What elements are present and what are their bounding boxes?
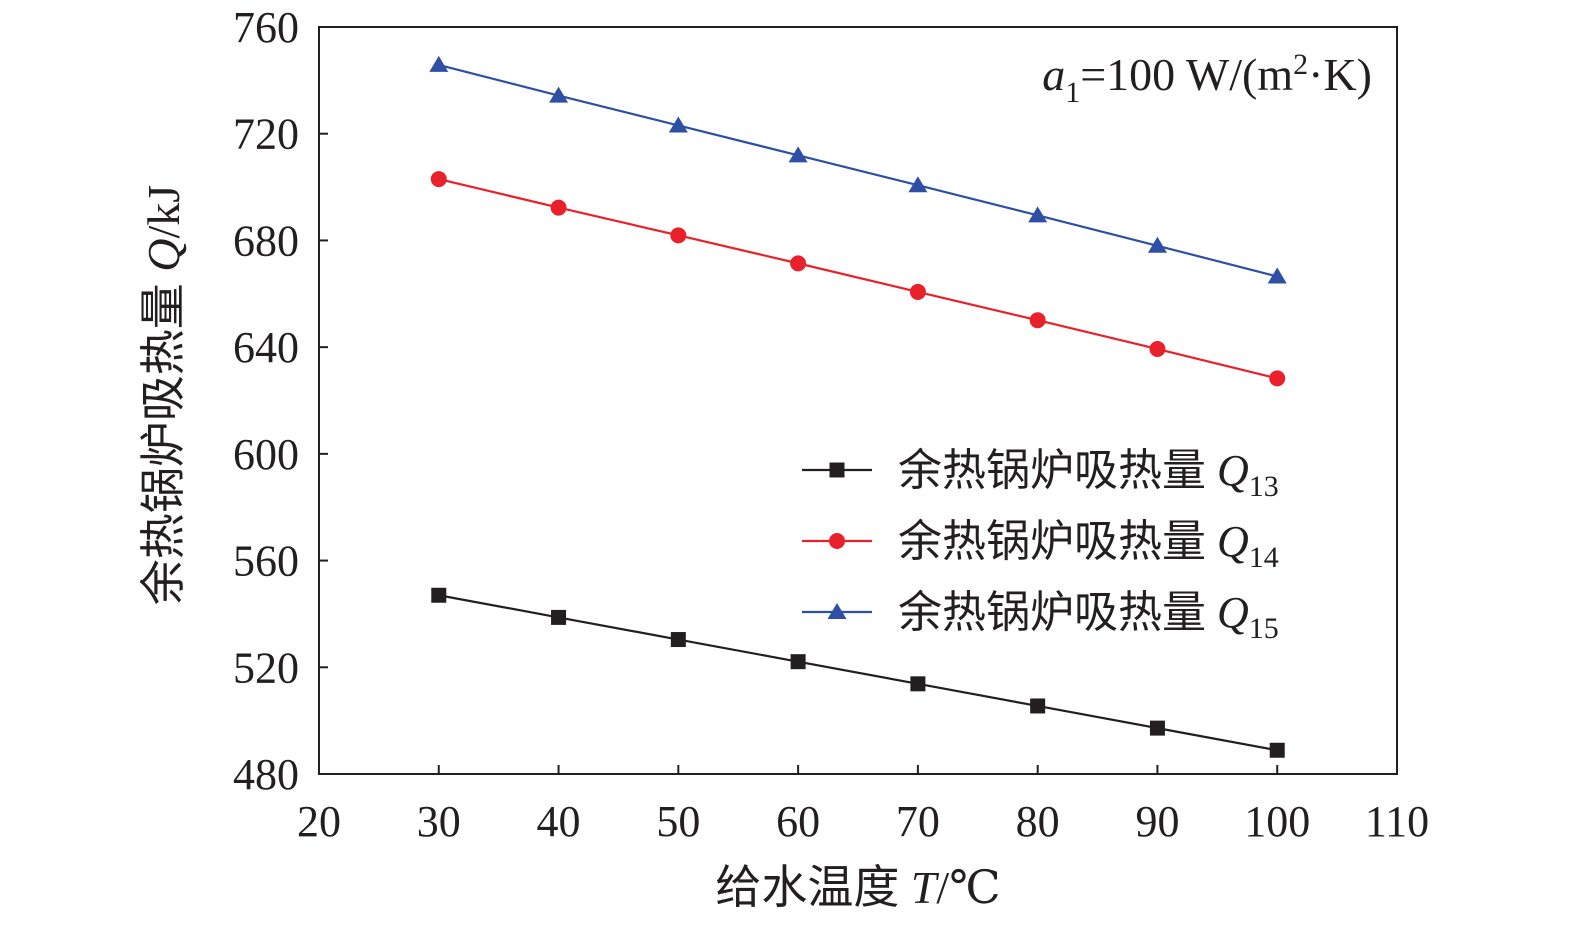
data-point-14-60	[790, 255, 807, 272]
annotation-superscript: 2	[1293, 48, 1308, 81]
y-axis-label: 余热锅炉吸热量 Q/kJ	[138, 185, 189, 605]
svg-text:余热锅炉吸热量 Q/kJ: 余热锅炉吸热量 Q/kJ	[138, 185, 189, 605]
data-point-15-30	[429, 55, 449, 72]
legend-marker-15	[827, 603, 847, 619]
x-tick-label-50: 50	[656, 797, 700, 846]
y-axis-label-symbol: Q	[138, 238, 189, 271]
parameter-annotation: a1=100 W/(m2·K)	[1042, 48, 1372, 109]
data-point-14-90	[1149, 341, 1166, 358]
data-point-13-70	[910, 676, 926, 692]
legend-label-13: 余热锅炉吸热量 Q13	[898, 446, 1279, 503]
legend-item-13: 余热锅炉吸热量 Q13	[802, 446, 1279, 503]
x-tick-label-20: 20	[297, 797, 341, 846]
x-axis-label: 给水温度 T/℃	[715, 862, 1000, 913]
legend: 余热锅炉吸热量 Q13 余热锅炉吸热量 Q14 余热锅炉吸热量 Q15	[802, 446, 1279, 645]
data-point-14-30	[430, 171, 447, 188]
data-point-14-50	[670, 227, 687, 244]
data-point-13-60	[790, 654, 806, 670]
x-axis-label-text: 给水温度	[715, 862, 911, 913]
data-point-13-80	[1030, 698, 1046, 714]
data-point-15-90	[1147, 236, 1167, 253]
series-line-13	[438, 594, 1278, 752]
axes-layer: 20 30 40 50 60 70 80 90 100 110 480 520 560 600 640 680…	[233, 3, 1429, 846]
data-point-15-50	[668, 116, 688, 133]
y-axis-label-unit: /kJ	[138, 185, 189, 239]
annotation-symbol: a	[1042, 49, 1065, 100]
annotation-tail: ·K)	[1308, 49, 1372, 100]
y-tick-label-560: 560	[233, 537, 299, 586]
x-tick-label-30: 30	[417, 797, 461, 846]
y-tick-label-760: 760	[233, 3, 299, 52]
y-tick-label-480: 480	[233, 750, 299, 799]
data-point-15-100	[1267, 267, 1287, 284]
legend-label-14: 余热锅炉吸热量 Q14	[898, 517, 1279, 574]
series-13	[431, 587, 1285, 758]
data-point-15-40	[549, 86, 569, 103]
data-point-14-70	[909, 283, 926, 300]
annotation-subscript: 1	[1065, 76, 1080, 109]
x-axis-label-symbol: T	[911, 862, 940, 913]
data-point-14-80	[1029, 312, 1046, 329]
legend-item-14: 余热锅炉吸热量 Q14	[802, 517, 1279, 574]
series-line-14	[438, 177, 1278, 380]
data-point-13-100	[1269, 742, 1285, 758]
legend-marker-14	[829, 533, 845, 549]
series-14	[430, 171, 1286, 387]
x-tick-label-110: 110	[1365, 797, 1429, 846]
legend-label-15: 余热锅炉吸热量 Q15	[898, 588, 1279, 645]
y-tick-label-640: 640	[233, 323, 299, 372]
data-point-13-30	[431, 587, 447, 603]
data-point-13-40	[551, 609, 567, 625]
annotation-text: =100 W/(m	[1080, 49, 1293, 100]
x-tick-label-80: 80	[1016, 797, 1060, 846]
data-point-15-70	[908, 176, 928, 193]
data-point-14-40	[550, 199, 567, 216]
y-tick-label-720: 720	[233, 110, 299, 159]
series-layer	[429, 55, 1287, 758]
data-point-13-90	[1149, 720, 1165, 736]
x-tick-label-60: 60	[776, 797, 820, 846]
data-point-15-80	[1028, 206, 1048, 223]
series-15	[429, 55, 1287, 284]
x-tick-label-90: 90	[1135, 797, 1179, 846]
x-tick-label-100: 100	[1244, 797, 1310, 846]
y-tick-label-600: 600	[233, 430, 299, 479]
legend-marker-13	[829, 462, 845, 478]
data-point-14-100	[1269, 370, 1286, 387]
y-tick-label-520: 520	[233, 643, 299, 692]
series-line-15	[438, 63, 1278, 278]
data-point-15-60	[788, 146, 808, 163]
legend-item-15: 余热锅炉吸热量 Q15	[802, 588, 1279, 645]
plot-frame	[318, 26, 1398, 775]
y-axis-label-text: 余热锅炉吸热量	[138, 272, 189, 606]
y-tick-label-680: 680	[233, 216, 299, 265]
data-point-13-50	[670, 632, 686, 648]
x-tick-label-40: 40	[537, 797, 581, 846]
x-tick-label-70: 70	[896, 797, 940, 846]
x-axis-label-unit: /℃	[936, 862, 1000, 913]
